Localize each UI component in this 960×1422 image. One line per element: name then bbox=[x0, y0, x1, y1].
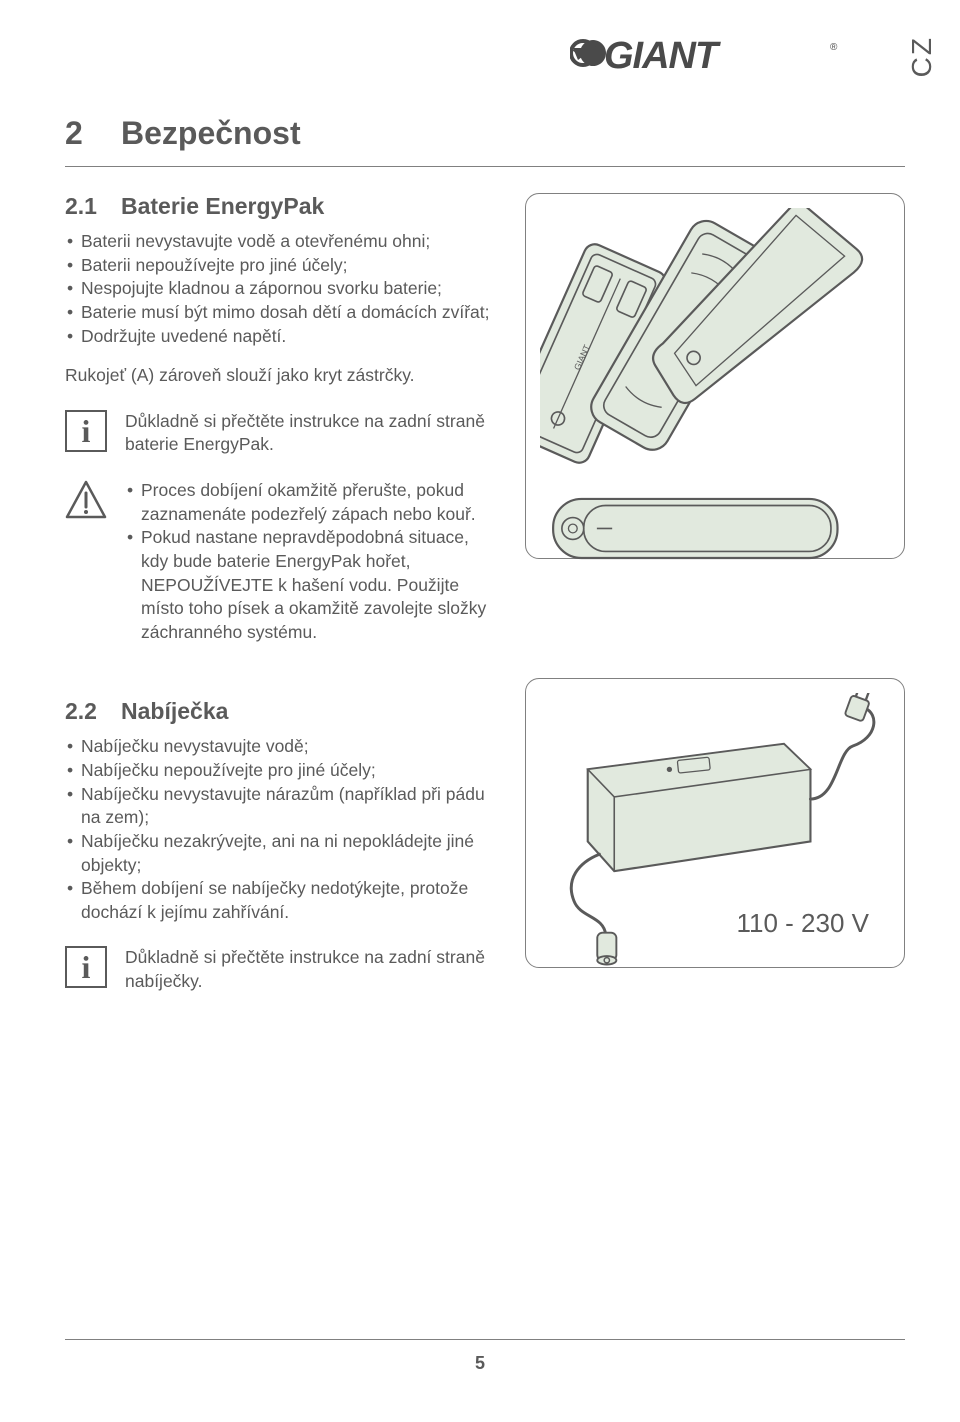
svg-text:®: ® bbox=[830, 42, 838, 53]
subsection-1-name: Baterie EnergyPak bbox=[121, 193, 324, 219]
list-item: Proces dobíjení okamžitě přerušte, pokud… bbox=[125, 479, 495, 526]
battery-illustration: GIANT bbox=[540, 208, 890, 580]
info-icon: i bbox=[65, 946, 107, 988]
charger-bullet-list: Nabíječku nevystavujte vodě; Nabíječku n… bbox=[65, 735, 495, 924]
subsection-2-number: 2.2 bbox=[65, 698, 121, 725]
page-number: 5 bbox=[0, 1353, 960, 1374]
section-title: 2Bezpečnost bbox=[65, 115, 905, 152]
battery-bullet-list: Baterii nevystavujte vodě a otevřenému o… bbox=[65, 230, 495, 348]
list-item: Dodržujte uvedené napětí. bbox=[65, 325, 495, 349]
subsection-2-name: Nabíječka bbox=[121, 698, 228, 724]
section-number: 2 bbox=[65, 115, 121, 152]
list-item: Baterie musí být mimo dosah dětí a domác… bbox=[65, 301, 495, 325]
subsection-2-title: 2.2Nabíječka bbox=[65, 698, 495, 725]
warning-bullet-list: Proces dobíjení okamžitě přerušte, pokud… bbox=[125, 479, 495, 644]
voltage-label: 110 - 230 V bbox=[736, 908, 869, 939]
list-item: Pokud nastane nepravděpodobná situace, k… bbox=[125, 526, 495, 644]
subsection-1-title: 2.1Baterie EnergyPak bbox=[65, 193, 495, 220]
list-item: Baterii nepoužívejte pro jiné účely; bbox=[65, 254, 495, 278]
charger-info-note: Důkladně si přečtěte instrukce na zadní … bbox=[125, 946, 495, 993]
warning-icon bbox=[65, 479, 107, 521]
giant-logo-svg: GIANT ® bbox=[570, 30, 850, 76]
handle-paragraph: Rukojeť (A) zároveň slouží jako kryt zás… bbox=[65, 364, 495, 388]
svg-text:GIANT: GIANT bbox=[604, 35, 721, 76]
list-item: Nabíječku nevystavujte vodě; bbox=[65, 735, 495, 759]
list-item: Během dobíjení se nabíječky nedotýkejte,… bbox=[65, 877, 495, 924]
section-name: Bezpečnost bbox=[121, 115, 301, 151]
info-note-text: Důkladně si přečtěte instrukce na zadní … bbox=[125, 410, 495, 457]
brand-logo: GIANT ® bbox=[570, 30, 850, 81]
list-item: Nabíječku nevystavujte nárazům (napříkla… bbox=[65, 783, 495, 830]
battery-figure: GIANT bbox=[525, 193, 905, 559]
charger-figure: 110 - 230 V bbox=[525, 678, 905, 968]
list-item: Nabíječku nepoužívejte pro jiné účely; bbox=[65, 759, 495, 783]
language-tab: CZ bbox=[902, 18, 942, 95]
info-icon: i bbox=[65, 410, 107, 452]
list-item: Baterii nevystavujte vodě a otevřenému o… bbox=[65, 230, 495, 254]
footer-rule bbox=[65, 1339, 905, 1340]
list-item: Nabíječku nezakrývejte, ani na ni nepokl… bbox=[65, 830, 495, 877]
list-item: Nespojujte kladnou a zápornou svorku bat… bbox=[65, 277, 495, 301]
subsection-1-number: 2.1 bbox=[65, 193, 121, 220]
